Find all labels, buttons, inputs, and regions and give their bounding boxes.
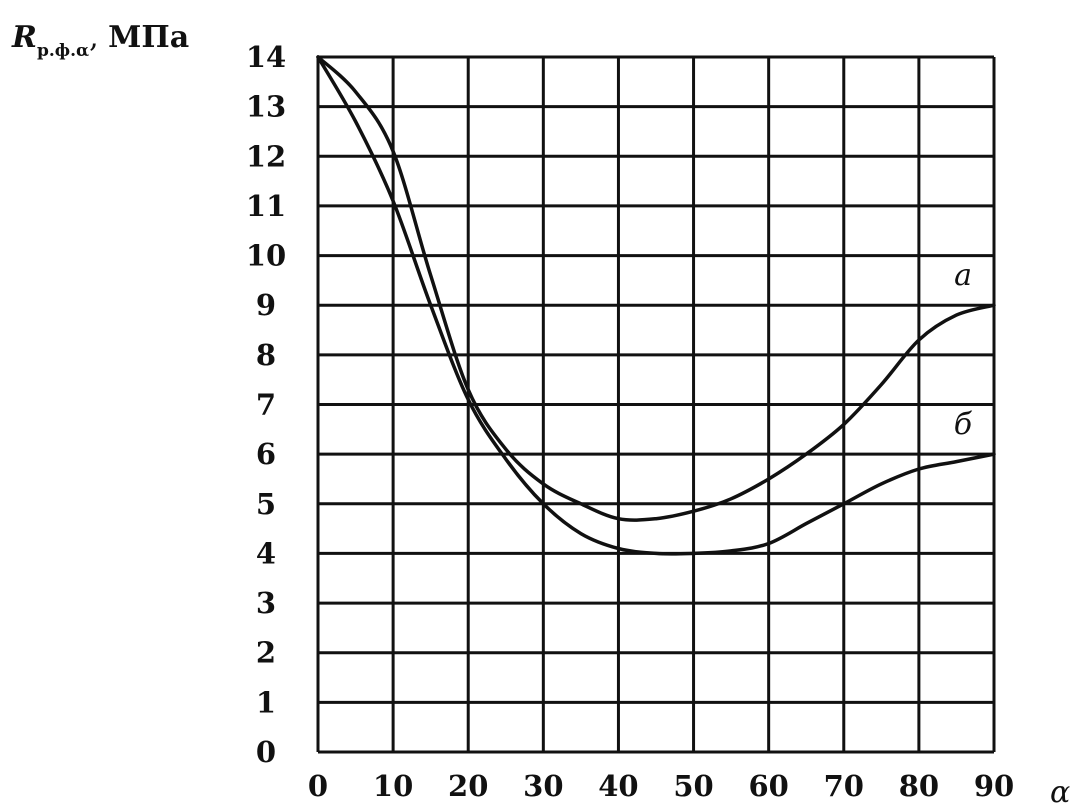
series-line-1 (316, 55, 996, 522)
y-tick-label: 3 (256, 586, 276, 620)
y-tick-label: 1 (256, 685, 276, 719)
chart-series: аб (316, 55, 996, 556)
y-axis-label: Rр.ф.α, МПа (11, 20, 189, 61)
x-tick-label: 50 (673, 769, 713, 803)
y-axis-label-main: R (11, 20, 37, 55)
y-tick-label: 0 (256, 735, 276, 769)
y-tick-label: 10 (246, 239, 286, 273)
y-tick-label: 12 (246, 139, 286, 173)
x-tick-label: 70 (824, 769, 864, 803)
x-tick-label: 60 (748, 769, 788, 803)
y-axis-label-unit: МПа (108, 20, 189, 55)
x-tick-label: 20 (448, 769, 488, 803)
x-tick-label: 0 (308, 769, 328, 803)
x-tick-label: 10 (373, 769, 413, 803)
x-axis-label: α (1050, 775, 1070, 807)
x-tick-labels: 0 10 20 30 40 50 60 70 80 90 (308, 769, 1014, 803)
y-tick-label: 5 (256, 487, 276, 521)
y-tick-label: 6 (256, 437, 276, 471)
chart-grid (316, 55, 996, 754)
x-tick-label: 80 (899, 769, 939, 803)
y-tick-label: 8 (256, 338, 276, 372)
y-tick-label: 4 (256, 536, 276, 570)
x-tick-label: 30 (523, 769, 563, 803)
x-tick-label: 40 (598, 769, 638, 803)
y-tick-label: 14 (246, 40, 286, 74)
x-tick-label: 90 (974, 769, 1014, 803)
y-tick-label: 13 (246, 90, 286, 124)
y-axis-label-sub: р.ф.α (37, 41, 89, 61)
y-tick-label: 2 (256, 636, 276, 670)
y-tick-label: 9 (256, 288, 276, 322)
y-tick-label: 7 (256, 388, 276, 422)
y-tick-label: 11 (246, 189, 286, 223)
series-label-2: б (954, 407, 973, 442)
series-line-2 (316, 55, 996, 556)
series-label-1: а (954, 258, 972, 293)
